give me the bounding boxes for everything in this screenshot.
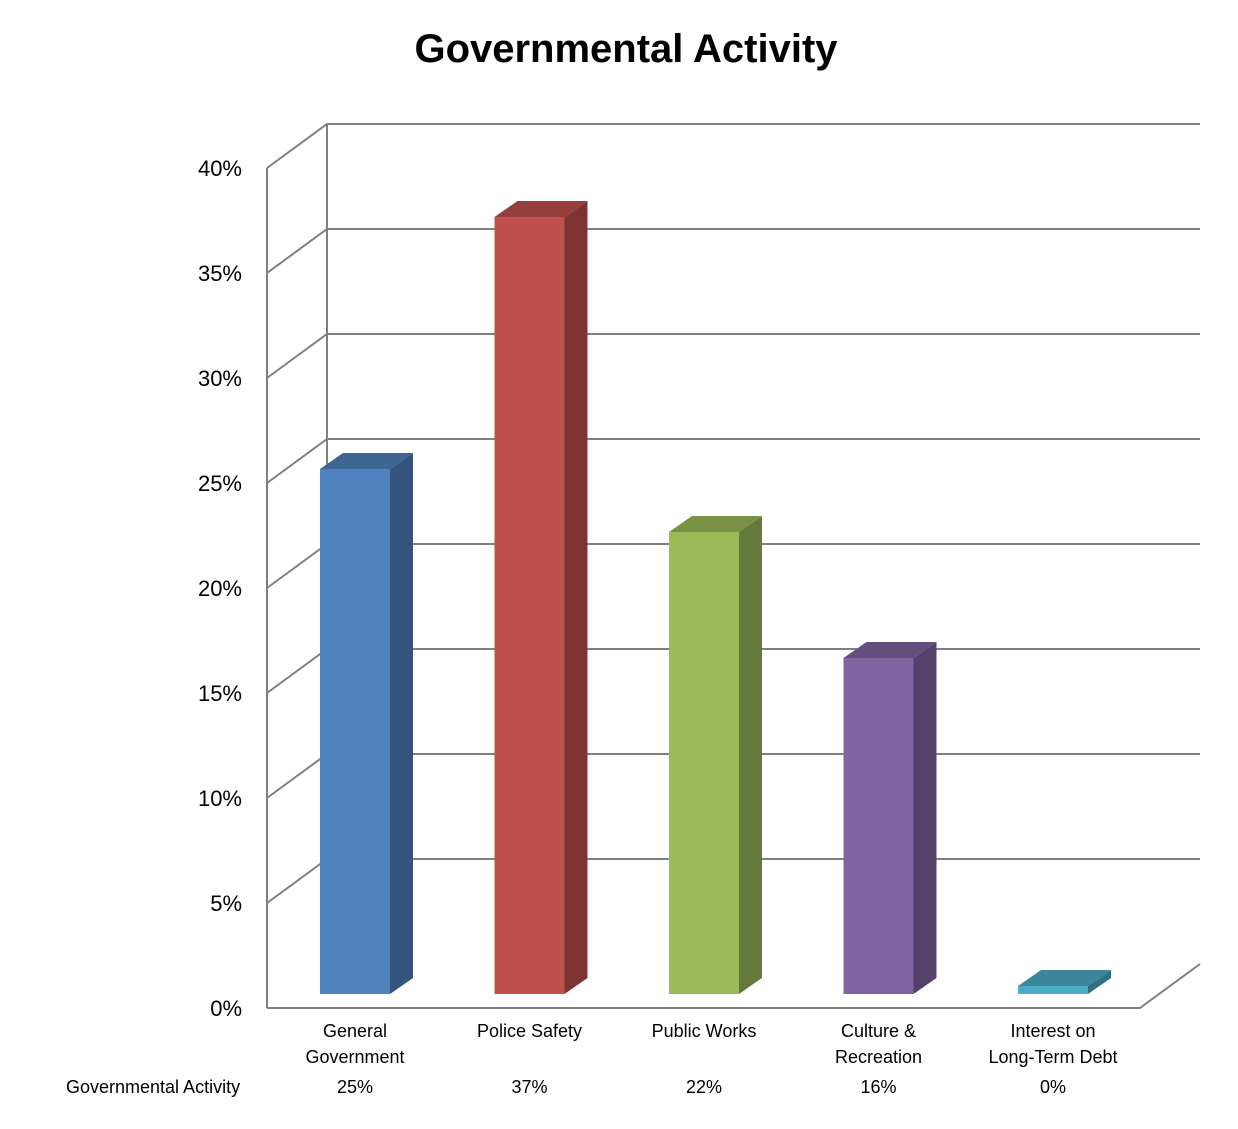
bar <box>669 516 762 994</box>
floor-edge <box>267 963 1201 1009</box>
y-axis-ticks: 0% 5% 10% 15% 20% 25% 30% 35% 40% <box>198 156 242 1021</box>
y-tick-label: 30% <box>198 366 242 391</box>
bar-front <box>669 532 739 994</box>
bar <box>843 642 937 994</box>
x-category-label: General <box>323 1021 387 1041</box>
x-category-label: Public Works <box>652 1021 757 1041</box>
data-table-series-name: Governmental Activity <box>66 1077 240 1097</box>
bar-side <box>564 201 588 994</box>
data-table-value: 37% <box>511 1077 547 1097</box>
data-table-value: 0% <box>1040 1077 1066 1097</box>
x-category-label: Recreation <box>835 1047 922 1067</box>
bar-top <box>1018 970 1111 986</box>
bar <box>494 201 588 994</box>
y-tick-label: 35% <box>198 261 242 286</box>
y-tick-label: 40% <box>198 156 242 181</box>
bar-side <box>1088 970 1111 994</box>
x-category-label: Long-Term Debt <box>988 1047 1117 1067</box>
y-tick-label: 0% <box>210 996 242 1021</box>
gridline <box>266 123 1200 169</box>
bar-side <box>739 516 762 994</box>
data-table-value: 25% <box>337 1077 373 1097</box>
data-table-value: 22% <box>686 1077 722 1097</box>
data-table: Governmental Activity 25% 37% 22% 16% 0% <box>66 1077 1066 1097</box>
y-tick-label: 15% <box>198 681 242 706</box>
bar-top <box>843 642 937 658</box>
y-tick-label: 5% <box>210 891 242 916</box>
bar-side <box>390 453 413 994</box>
bar-front <box>1018 986 1088 994</box>
gridline <box>266 228 1200 274</box>
x-category-label: Police Safety <box>477 1021 582 1041</box>
bar-top <box>494 201 588 217</box>
bar <box>320 453 413 994</box>
bar-top <box>669 516 762 532</box>
bars <box>320 201 1111 994</box>
chart-title: Governmental Activity <box>414 27 838 71</box>
y-tick-label: 25% <box>198 471 242 496</box>
data-table-value: 16% <box>860 1077 896 1097</box>
bar-top <box>320 453 413 469</box>
bar-side <box>913 642 937 994</box>
x-category-label: Culture & <box>841 1021 916 1041</box>
x-axis-categories: General Government Police Safety Public Wor… <box>305 1021 1117 1067</box>
y-tick-label: 10% <box>198 786 242 811</box>
gridline <box>266 333 1200 379</box>
x-category-label: Interest on <box>1010 1021 1095 1041</box>
bar-front <box>320 469 390 994</box>
y-tick-label: 20% <box>198 576 242 601</box>
x-category-label: Government <box>305 1047 404 1067</box>
bar <box>1018 970 1111 994</box>
bar-front <box>843 658 914 994</box>
bar-front <box>494 217 565 994</box>
